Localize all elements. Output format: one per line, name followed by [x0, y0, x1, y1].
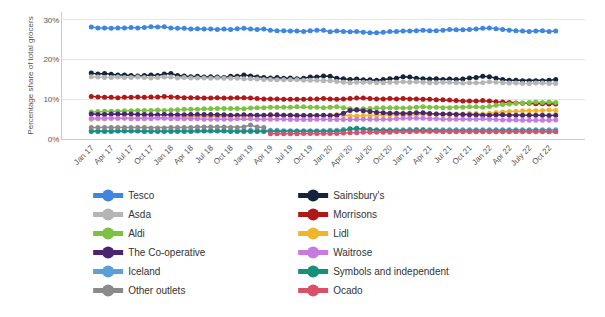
svg-text:Iceland: Iceland	[128, 266, 160, 277]
svg-text:10%: 10%	[43, 95, 59, 104]
svg-text:Jul 18: Jul 18	[193, 143, 215, 165]
svg-text:Percentage share of total groc: Percentage share of total grocers	[26, 16, 35, 134]
svg-text:The Co-operative: The Co-operative	[128, 247, 206, 258]
svg-text:Symbols and independent: Symbols and independent	[333, 266, 449, 277]
svg-text:Sainsbury's: Sainsbury's	[333, 190, 384, 201]
svg-text:Apr 19: Apr 19	[252, 143, 275, 166]
svg-text:April 20: April 20	[329, 143, 355, 169]
svg-text:Ocado: Ocado	[333, 285, 363, 296]
svg-text:Tesco: Tesco	[128, 190, 155, 201]
svg-text:Jan 17: Jan 17	[72, 143, 96, 167]
svg-text:Jan 18: Jan 18	[152, 143, 176, 167]
svg-text:Jul 21: Jul 21	[432, 143, 454, 165]
svg-text:Jan 20: Jan 20	[311, 143, 335, 167]
svg-text:Oct 18: Oct 18	[212, 143, 235, 166]
svg-text:Morrisons: Morrisons	[333, 209, 377, 220]
svg-text:Jan 22: Jan 22	[470, 143, 494, 167]
svg-text:30%: 30%	[43, 16, 59, 25]
svg-text:Jul 20: Jul 20	[353, 143, 375, 165]
svg-text:Other outlets: Other outlets	[128, 285, 185, 296]
svg-text:Apr 18: Apr 18	[172, 143, 195, 166]
svg-text:Oct 20: Oct 20	[371, 143, 394, 166]
svg-text:Jan 21: Jan 21	[391, 143, 415, 167]
svg-text:Jul 19: Jul 19	[273, 143, 295, 165]
svg-text:Lidl: Lidl	[333, 228, 349, 239]
svg-text:Apr 22: Apr 22	[490, 143, 513, 166]
svg-text:20%: 20%	[43, 55, 59, 64]
svg-text:Aldi: Aldi	[128, 228, 145, 239]
svg-text:Oct 21: Oct 21	[451, 143, 474, 166]
svg-text:Jul 17: Jul 17	[114, 143, 136, 165]
svg-text:Apr 17: Apr 17	[92, 143, 115, 166]
svg-text:Jan 19: Jan 19	[231, 143, 255, 167]
svg-text:0%: 0%	[48, 135, 60, 144]
svg-text:Oct 22: Oct 22	[530, 143, 553, 166]
svg-text:Oct 19: Oct 19	[291, 143, 314, 166]
svg-text:July 22: July 22	[509, 143, 534, 168]
svg-text:Oct 17: Oct 17	[132, 143, 155, 166]
svg-text:Asda: Asda	[128, 209, 151, 220]
svg-text:Apr 21: Apr 21	[411, 143, 434, 166]
svg-text:Waitrose: Waitrose	[333, 247, 373, 258]
